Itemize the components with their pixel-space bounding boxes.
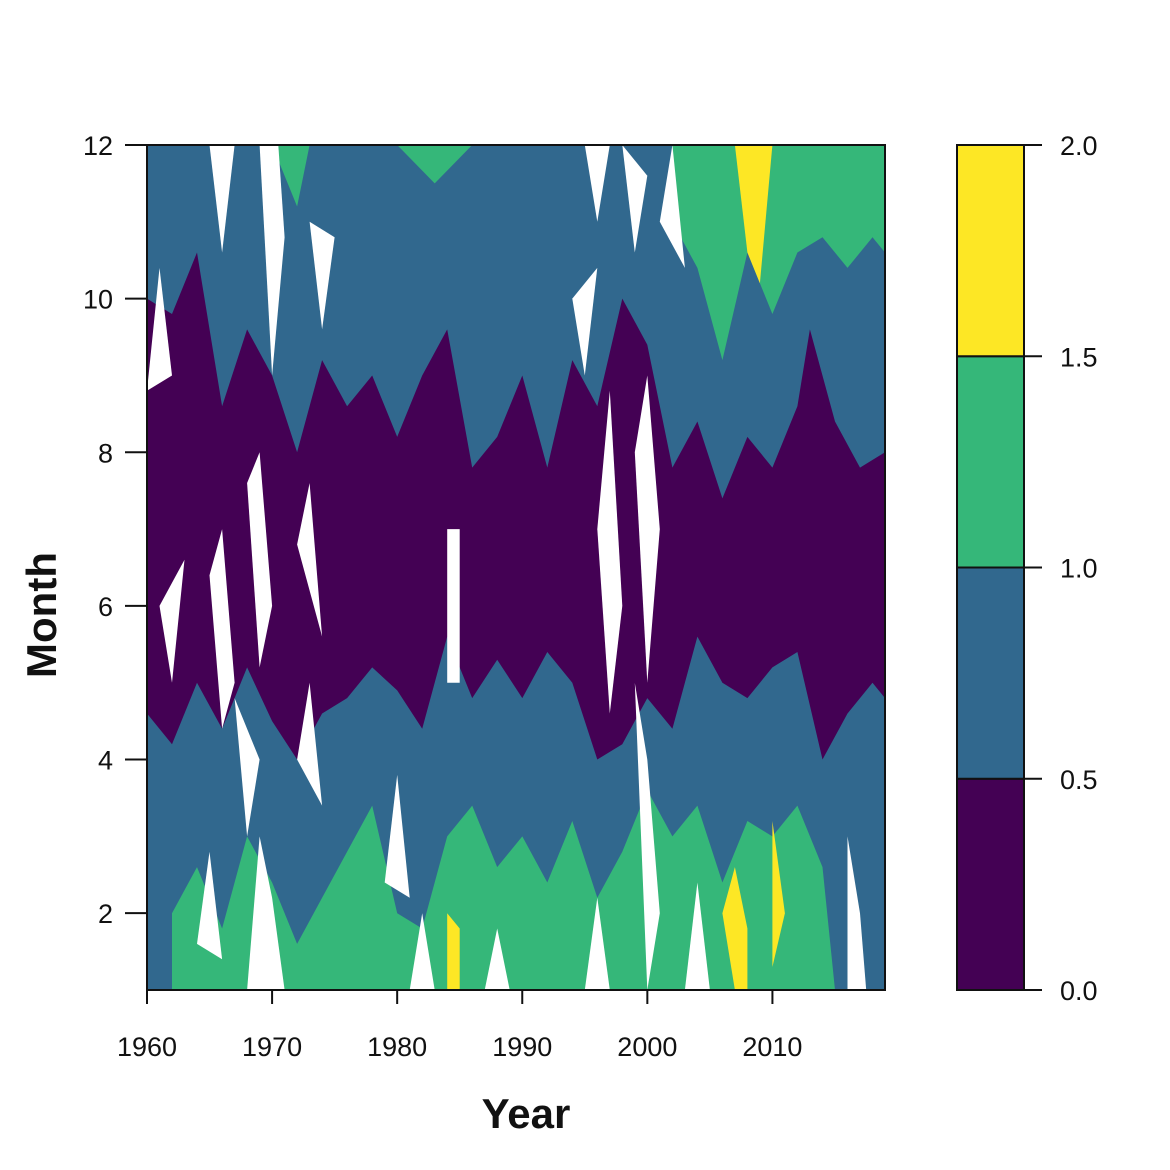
legend-swatch-level-0 [956, 777, 1025, 991]
x-tick-label: 2010 [742, 1032, 802, 1062]
color-legend: 0.0 0.5 1.0 1.5 2.0 [956, 131, 1098, 1006]
legend-tick-label: 0.5 [1060, 765, 1098, 795]
x-axis: 1960 1970 1980 1990 2000 2010 [117, 990, 802, 1062]
missing-data-region [147, 267, 172, 391]
missing-data-region [659, 145, 685, 268]
contour-region-level-3 [447, 913, 460, 990]
contour-region-level-2 [172, 790, 835, 990]
missing-data-region [684, 882, 710, 990]
missing-data-region [197, 851, 223, 960]
missing-data-region [584, 145, 610, 222]
contour-region-level-2 [672, 145, 885, 361]
missing-data-region [622, 145, 648, 253]
y-tick-label: 12 [83, 131, 113, 161]
missing-data-region [297, 483, 323, 637]
x-tick-label: 1970 [242, 1032, 302, 1062]
x-tick-label: 2000 [617, 1032, 677, 1062]
missing-data-region [247, 836, 285, 990]
x-tick-label: 1960 [117, 1032, 177, 1062]
y-axis: 2 4 6 8 10 12 [83, 131, 147, 929]
y-tick-label: 8 [98, 438, 113, 468]
missing-data-region [297, 682, 323, 806]
x-tick-label: 1990 [492, 1032, 552, 1062]
y-tick-label: 6 [98, 592, 113, 622]
missing-data-region [597, 390, 623, 714]
y-tick-label: 2 [98, 899, 113, 929]
legend-swatch-level-2 [956, 355, 1025, 569]
missing-data-region [209, 145, 235, 253]
missing-data-region [409, 913, 435, 990]
missing-data-region [309, 221, 335, 330]
contour-region-level-3 [734, 145, 773, 284]
contour-region-level-0 [147, 252, 885, 760]
legend-swatch-level-1 [956, 566, 1025, 780]
contour-region-level-2 [272, 145, 310, 207]
missing-data-region [634, 375, 660, 683]
missing-data-region [572, 267, 598, 376]
legend-tick-label: 1.0 [1060, 554, 1098, 584]
x-axis-title: Year [482, 1090, 571, 1137]
contour-region-level-3 [772, 821, 785, 967]
missing-data-region [259, 145, 285, 376]
plot-frame [146, 144, 886, 991]
missing-data-region [484, 928, 510, 990]
y-axis-title: Month [18, 552, 65, 678]
y-tick-label: 4 [98, 746, 113, 776]
missing-data-region [159, 559, 185, 683]
contour-region-level-3 [722, 867, 748, 990]
missing-data-region [847, 836, 867, 990]
missing-data-region [209, 529, 235, 729]
contour-regions [147, 145, 885, 990]
legend-tick-label: 2.0 [1060, 131, 1098, 161]
legend-swatch-level-3 [956, 144, 1025, 358]
x-tick-label: 1980 [367, 1032, 427, 1062]
missing-data-region [247, 452, 273, 668]
contour-region-level-2 [397, 145, 473, 184]
missing-data-region [584, 897, 610, 990]
missing-data-region [384, 774, 410, 898]
legend-tick-label: 1.5 [1060, 342, 1098, 372]
missing-data-region [447, 529, 460, 683]
missing-data-region [634, 682, 660, 990]
y-tick-label: 10 [83, 285, 113, 315]
missing-data-region [234, 698, 260, 837]
legend-tick-label: 0.0 [1060, 976, 1098, 1006]
